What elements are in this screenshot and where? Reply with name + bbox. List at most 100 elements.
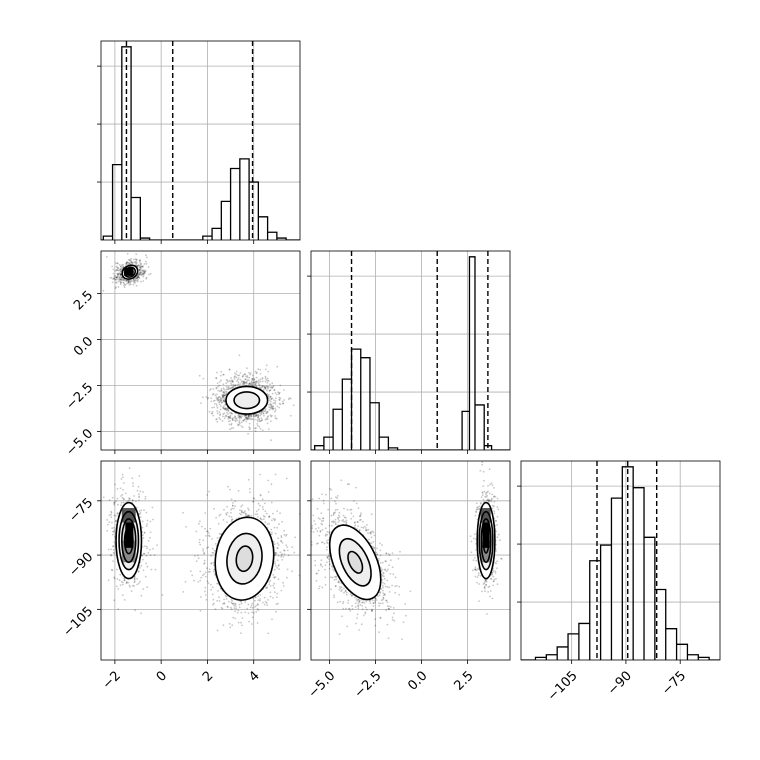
sample-point: [205, 567, 208, 570]
sample-point: [217, 396, 220, 399]
sample-point: [142, 491, 145, 493]
sample-point: [212, 603, 214, 606]
sample-point: [208, 568, 211, 571]
sample-point: [254, 599, 256, 602]
sample-point: [198, 374, 201, 377]
sample-point: [139, 516, 142, 518]
sample-point: [382, 597, 385, 600]
sample-point: [102, 289, 105, 292]
sample-point: [275, 565, 277, 567]
sample-point: [278, 523, 280, 526]
sample-point: [151, 506, 154, 509]
sample-point: [259, 473, 262, 476]
sample-point: [283, 529, 285, 532]
sample-point: [127, 262, 130, 264]
sample-point: [129, 280, 132, 283]
sample-point: [264, 387, 266, 389]
sample-point: [270, 404, 273, 407]
histogram-bar: [633, 488, 644, 660]
sample-point: [222, 399, 225, 402]
sample-point: [344, 516, 347, 519]
histogram-bar: [333, 409, 342, 450]
sample-point: [319, 530, 322, 533]
sample-point: [402, 621, 405, 623]
sample-point: [139, 267, 142, 270]
histogram-bar: [644, 537, 655, 660]
sample-point: [214, 543, 217, 545]
sample-point: [144, 270, 147, 272]
sample-point: [244, 416, 247, 419]
sample-point: [125, 582, 128, 585]
sample-point: [272, 408, 274, 411]
sample-point: [319, 518, 321, 520]
sample-point: [219, 405, 222, 407]
sample-point: [260, 494, 262, 497]
sample-point: [259, 517, 262, 519]
sample-point: [230, 384, 233, 386]
sample-point: [234, 603, 237, 605]
sample-point: [224, 394, 227, 397]
sample-point: [130, 590, 133, 592]
sample-point: [257, 415, 260, 417]
sample-point: [128, 279, 131, 282]
sample-point: [264, 387, 267, 389]
sample-point: [238, 415, 241, 418]
sample-point: [263, 410, 265, 412]
sample-point: [147, 266, 150, 268]
sample-point: [132, 482, 134, 485]
sample-point: [390, 559, 392, 562]
sample-point: [225, 388, 228, 391]
sample-point: [382, 571, 385, 574]
sample-point: [245, 415, 248, 417]
sample-point: [202, 548, 204, 550]
sample-point: [137, 264, 140, 266]
sample-point: [247, 612, 250, 614]
scatter-panel-0-1: −5.0−2.50.02.5: [63, 250, 301, 459]
sample-point: [116, 269, 118, 271]
sample-point: [221, 396, 224, 399]
sample-point: [211, 410, 214, 413]
sample-point: [223, 394, 226, 396]
sample-point: [114, 270, 117, 272]
sample-point: [230, 601, 233, 604]
sample-point: [267, 387, 269, 390]
sample-point: [281, 400, 284, 403]
sample-point: [201, 574, 204, 577]
sample-point: [122, 488, 124, 491]
sample-point: [204, 527, 207, 530]
sample-point: [260, 417, 263, 420]
sample-point: [238, 421, 241, 423]
sample-point: [258, 418, 260, 420]
sample-point: [220, 401, 223, 404]
sample-point: [255, 376, 258, 379]
sample-point: [121, 473, 124, 476]
sample-point: [203, 552, 205, 555]
sample-point: [264, 502, 266, 505]
histogram-bar: [546, 655, 557, 660]
sample-point: [230, 424, 233, 426]
sample-point: [198, 541, 201, 544]
sample-point: [234, 416, 237, 418]
sample-point: [239, 415, 242, 417]
sample-point: [152, 518, 154, 521]
sample-point: [102, 496, 105, 499]
sample-point: [245, 416, 248, 419]
sample-point: [141, 534, 144, 536]
sample-point: [259, 414, 262, 417]
sample-point: [243, 382, 245, 385]
sample-point: [135, 277, 138, 280]
sample-point: [255, 610, 258, 613]
sample-point: [146, 547, 149, 550]
sample-point: [384, 568, 386, 571]
sample-point: [278, 402, 281, 405]
contour-line: [235, 545, 254, 573]
sample-point: [313, 520, 316, 522]
sample-point: [218, 532, 221, 535]
sample-point: [218, 514, 221, 517]
sample-point: [117, 267, 119, 269]
sample-point: [218, 416, 221, 419]
sample-point: [255, 372, 258, 375]
histogram-bar: [601, 545, 612, 660]
sample-point: [252, 497, 255, 499]
sample-point: [117, 278, 120, 280]
